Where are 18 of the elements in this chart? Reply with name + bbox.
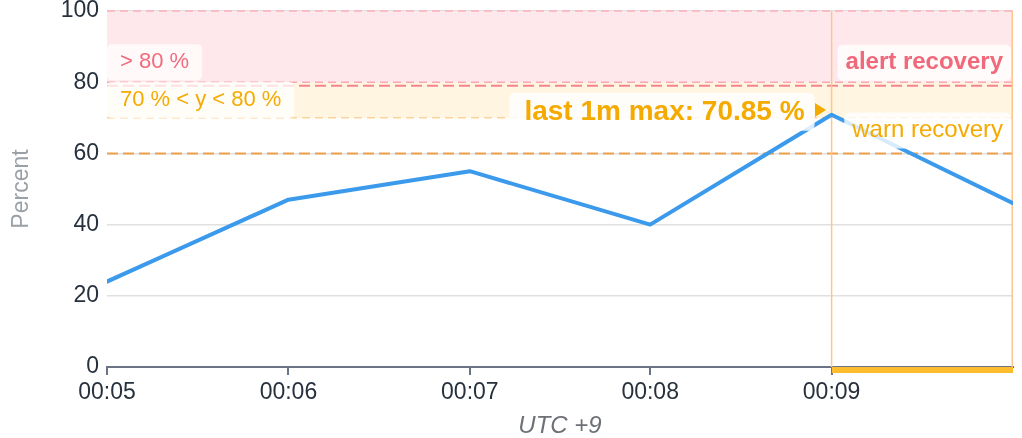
x-tick-label: 00:07 [441, 377, 499, 404]
y-axis-title: Percent [6, 148, 33, 229]
y-tick-label: 60 [73, 138, 99, 165]
band-label: > 80 % [120, 48, 190, 74]
x-tick-label: 00:05 [78, 377, 136, 404]
y-tick-label: 0 [86, 352, 99, 379]
x-tick-label: 00:08 [621, 377, 679, 404]
ref-line-label: alert recovery [845, 47, 1004, 75]
x-tick-label: 00:06 [259, 377, 318, 404]
y-tick-label: 100 [60, 0, 99, 23]
annotation: last 1m max: 70.85 % [524, 95, 805, 127]
y-tick-label: 80 [73, 67, 99, 94]
band-label: 70 % < y < 80 % [120, 86, 282, 112]
y-tick-label: 40 [73, 209, 99, 236]
x-axis-title: UTC +9 [518, 410, 602, 438]
x-tick-label: 00:09 [802, 377, 861, 404]
y-tick-label: 20 [73, 281, 99, 308]
ref-line-label: warn recovery [851, 115, 1003, 143]
